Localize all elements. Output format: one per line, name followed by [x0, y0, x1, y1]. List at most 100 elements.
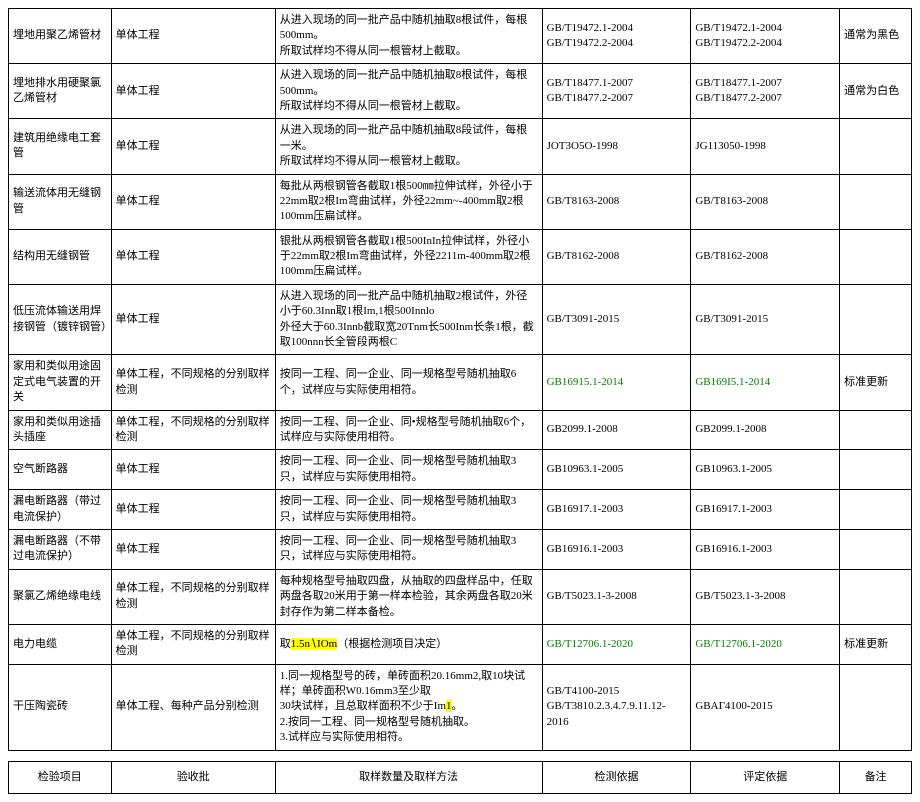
cell-basis1: GB16916.1-2003: [542, 529, 691, 569]
cell-basis1: GB10963.1-2005: [542, 450, 691, 490]
table-row: 聚氯乙烯绝缘电线单体工程，不同规格的分别取样检测每种规格型号抽取四盘，从抽取的四…: [9, 569, 912, 624]
cell-item: 聚氯乙烯绝缘电线: [9, 569, 112, 624]
table-row: 家用和类似用途插头插座单体工程，不同规格的分别取样检测按同一工程、同一企业、同•…: [9, 410, 912, 450]
cell-item: 输送流体用无缝钢管: [9, 174, 112, 229]
hdr-basis1: 检测依据: [542, 761, 691, 793]
cell-note: [840, 284, 912, 355]
cell-batch: 单体工程，不同规格的分别取样检测: [111, 410, 275, 450]
hdr-batch: 验收批: [111, 761, 275, 793]
cell-note: [840, 229, 912, 284]
cell-basis2: GB/T3091-2015: [691, 284, 840, 355]
cell-note: 标准更新: [840, 624, 912, 664]
table-row: 漏电断路器（带过电流保护）单体工程按同一工程、同一企业、同一规格型号随机抽取3只…: [9, 490, 912, 530]
hdr-note: 备注: [840, 761, 912, 793]
spec-table: 埋地用聚乙烯管材单体工程从进入现场的同一批产品中随机抽取8根试件，每根500mm…: [8, 8, 912, 751]
cell-item: 电力电缆: [9, 624, 112, 664]
cell-method: 从进入现场的同一批产品中随机抽取8根试件，每根500mm。所取试样均不得从同一根…: [275, 9, 542, 64]
cell-item: 干压陶瓷砖: [9, 664, 112, 750]
cell-item: 建筑用绝缘电工套管: [9, 119, 112, 174]
cell-basis1: GB/T12706.1-2020: [542, 624, 691, 664]
cell-method: 每种规格型号抽取四盘，从抽取的四盘样品中，任取两盘各取20米用于第一样本检验，其…: [275, 569, 542, 624]
cell-batch: 单体工程: [111, 119, 275, 174]
cell-basis2: GB169I5.1-2014: [691, 355, 840, 410]
header-table: 检验项目 验收批 取样数量及取样方法 检测依据 评定依据 备注: [8, 761, 912, 794]
cell-basis1: GB/T8163-2008: [542, 174, 691, 229]
cell-item: 漏电断路器（带过电流保护）: [9, 490, 112, 530]
cell-method: 从进入现场的同一批产品中随机抽取8根试件，每根500mm。所取试样均不得从同一根…: [275, 64, 542, 119]
cell-method: 按同一工程、同一企业、同一规格型号随机抽取3只，试样应与实际使用相符。: [275, 450, 542, 490]
table-row: 家用和类似用途固定式电气装置的开关单体工程，不同规格的分别取样检测按同一工程、同…: [9, 355, 912, 410]
cell-method: 按同一工程、同一企业、同一规格型号随机抽取3只，试样应与实际使用相符。: [275, 529, 542, 569]
hdr-method: 取样数量及取样方法: [275, 761, 542, 793]
cell-basis2: GB/T5023.1-3-2008: [691, 569, 840, 624]
cell-basis1: GB/T4100-2015GB/T3810.2.3.4.7.9.11.12-20…: [542, 664, 691, 750]
cell-note: [840, 664, 912, 750]
cell-batch: 单体工程，不同规格的分别取样检测: [111, 569, 275, 624]
cell-method: 从进入现场的同一批产品中随机抽取8段试件，每根一米。所取试样均不得从同一根管材上…: [275, 119, 542, 174]
cell-item: 家用和类似用途固定式电气装置的开关: [9, 355, 112, 410]
cell-item: 漏电断路器（不带过电流保护）: [9, 529, 112, 569]
cell-note: 通常为白色: [840, 64, 912, 119]
cell-basis2: GB/T8162-2008: [691, 229, 840, 284]
cell-method: 从进入现场的同一批产品中随机抽取2根试件，外径小于60.3Inn取1根Im,1根…: [275, 284, 542, 355]
cell-basis2: GB10963.1-2005: [691, 450, 840, 490]
cell-note: 通常为黑色: [840, 9, 912, 64]
cell-batch: 单体工程: [111, 64, 275, 119]
cell-method: 按同一工程、同一企业、同一规格型号随机抽取6个，试样应与实际使用相符。: [275, 355, 542, 410]
cell-batch: 单体工程: [111, 529, 275, 569]
cell-item: 低压流体输送用焊接钢管（镀锌钢管）: [9, 284, 112, 355]
cell-note: 标准更新: [840, 355, 912, 410]
cell-basis2: GB/T18477.1-2007GB/T18477.2-2007: [691, 64, 840, 119]
cell-method: 取1.5n∖IOm（根据检测项目决定）: [275, 624, 542, 664]
cell-basis1: GB2099.1-2008: [542, 410, 691, 450]
cell-basis2: GB/T12706.1-2020: [691, 624, 840, 664]
hdr-item: 检验项目: [9, 761, 112, 793]
cell-basis1: GB16917.1-2003: [542, 490, 691, 530]
cell-batch: 单体工程: [111, 450, 275, 490]
table-row: 埋地用聚乙烯管材单体工程从进入现场的同一批产品中随机抽取8根试件，每根500mm…: [9, 9, 912, 64]
cell-basis2: GB/T19472.1-2004GB/T19472.2-2004: [691, 9, 840, 64]
table-row: 空气断路器单体工程按同一工程、同一企业、同一规格型号随机抽取3只，试样应与实际使…: [9, 450, 912, 490]
table-row: 干压陶瓷砖单体工程、每种产品分别检测1.同一规格型号的砖，单砖面积20.16mm…: [9, 664, 912, 750]
cell-item: 家用和类似用途插头插座: [9, 410, 112, 450]
cell-method: 每批从两根钢管各截取1根500㎜拉伸试样，外径小于22mm取2根Im弯曲试样，外…: [275, 174, 542, 229]
cell-batch: 单体工程: [111, 490, 275, 530]
cell-note: [840, 569, 912, 624]
cell-basis1: JOT3O5O-1998: [542, 119, 691, 174]
table-row: 漏电断路器（不带过电流保护）单体工程按同一工程、同一企业、同一规格型号随机抽取3…: [9, 529, 912, 569]
cell-basis2: GB16917.1-2003: [691, 490, 840, 530]
table-row: 电力电缆单体工程，不同规格的分别取样检测取1.5n∖IOm（根据检测项目决定）G…: [9, 624, 912, 664]
cell-note: [840, 119, 912, 174]
table-row: 建筑用绝缘电工套管单体工程从进入现场的同一批产品中随机抽取8段试件，每根一米。所…: [9, 119, 912, 174]
cell-basis1: GB16915.1-2014: [542, 355, 691, 410]
cell-batch: 单体工程，不同规格的分别取样检测: [111, 355, 275, 410]
cell-note: [840, 529, 912, 569]
table-row: 低压流体输送用焊接钢管（镀锌钢管）单体工程从进入现场的同一批产品中随机抽取2根试…: [9, 284, 912, 355]
cell-basis2: JG113050-1998: [691, 119, 840, 174]
cell-item: 埋地排水用硬聚氯乙烯管材: [9, 64, 112, 119]
cell-basis1: GB/T18477.1-2007GB/T18477.2-2007: [542, 64, 691, 119]
cell-item: 空气断路器: [9, 450, 112, 490]
table-row: 结构用无缝钢管单体工程银批从两根钢管各截取1根500InIn拉伸试样，外径小于2…: [9, 229, 912, 284]
cell-batch: 单体工程: [111, 174, 275, 229]
cell-basis2: GB/T8163-2008: [691, 174, 840, 229]
cell-item: 埋地用聚乙烯管材: [9, 9, 112, 64]
cell-basis1: GB/T8162-2008: [542, 229, 691, 284]
cell-batch: 单体工程: [111, 284, 275, 355]
cell-method: 按同一工程、同一企业、同一规格型号随机抽取3只，试样应与实际使用相符。: [275, 490, 542, 530]
cell-method: 按同一工程、同一企业、同•规格型号随机抽取6个，试样应与实际使用相符。: [275, 410, 542, 450]
cell-basis2: GB16916.1-2003: [691, 529, 840, 569]
cell-batch: 单体工程，不同规格的分别取样检测: [111, 624, 275, 664]
cell-note: [840, 450, 912, 490]
cell-basis1: GB/T19472.1-2004GB/T19472.2-2004: [542, 9, 691, 64]
cell-item: 结构用无缝钢管: [9, 229, 112, 284]
cell-basis1: GB/T3091-2015: [542, 284, 691, 355]
table-row: 输送流体用无缝钢管单体工程每批从两根钢管各截取1根500㎜拉伸试样，外径小于22…: [9, 174, 912, 229]
cell-note: [840, 410, 912, 450]
cell-batch: 单体工程: [111, 229, 275, 284]
cell-basis1: GB/T5023.1-3-2008: [542, 569, 691, 624]
cell-batch: 单体工程、每种产品分别检测: [111, 664, 275, 750]
cell-note: [840, 174, 912, 229]
cell-method: 1.同一规格型号的砖，单砖面积20.16mm2,取10块试样；单砖面积W0.16…: [275, 664, 542, 750]
table-row: 埋地排水用硬聚氯乙烯管材单体工程从进入现场的同一批产品中随机抽取8根试件，每根5…: [9, 64, 912, 119]
